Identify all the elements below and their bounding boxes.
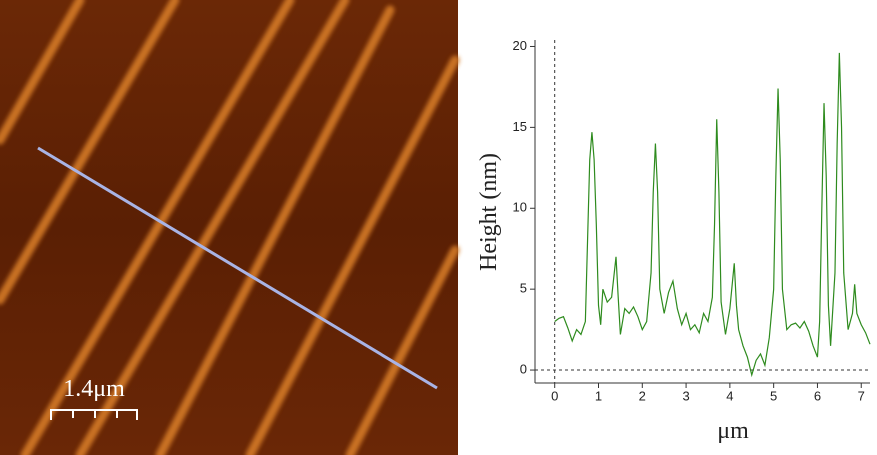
y-tick-label: 15 — [513, 119, 527, 134]
x-tick-label: 0 — [551, 388, 558, 403]
x-axis-label: μm — [717, 418, 749, 444]
x-tick-label: 4 — [726, 388, 733, 403]
y-tick-label: 5 — [520, 281, 527, 296]
y-axis-label: Height (nm) — [476, 153, 502, 271]
x-tick-label: 1 — [595, 388, 602, 403]
x-tick-label: 7 — [858, 388, 865, 403]
y-tick-label: 20 — [513, 38, 527, 53]
profile-line — [554, 52, 871, 378]
y-tick-label: 10 — [513, 200, 527, 215]
x-tick-label: 2 — [639, 388, 646, 403]
scale-bar — [50, 409, 138, 420]
x-tick-label: 5 — [770, 388, 777, 403]
afm-image: 1.4μm — [0, 0, 460, 455]
y-tick-label: 0 — [520, 361, 527, 376]
scale-bar-label: 1.4μm — [63, 376, 125, 402]
x-tick-label: 3 — [682, 388, 689, 403]
x-tick-label: 6 — [814, 388, 821, 403]
profile-chart: μm Height (nm) 0 5 10 15 20 0 1 2 3 4 5 6 7 — [476, 38, 871, 444]
